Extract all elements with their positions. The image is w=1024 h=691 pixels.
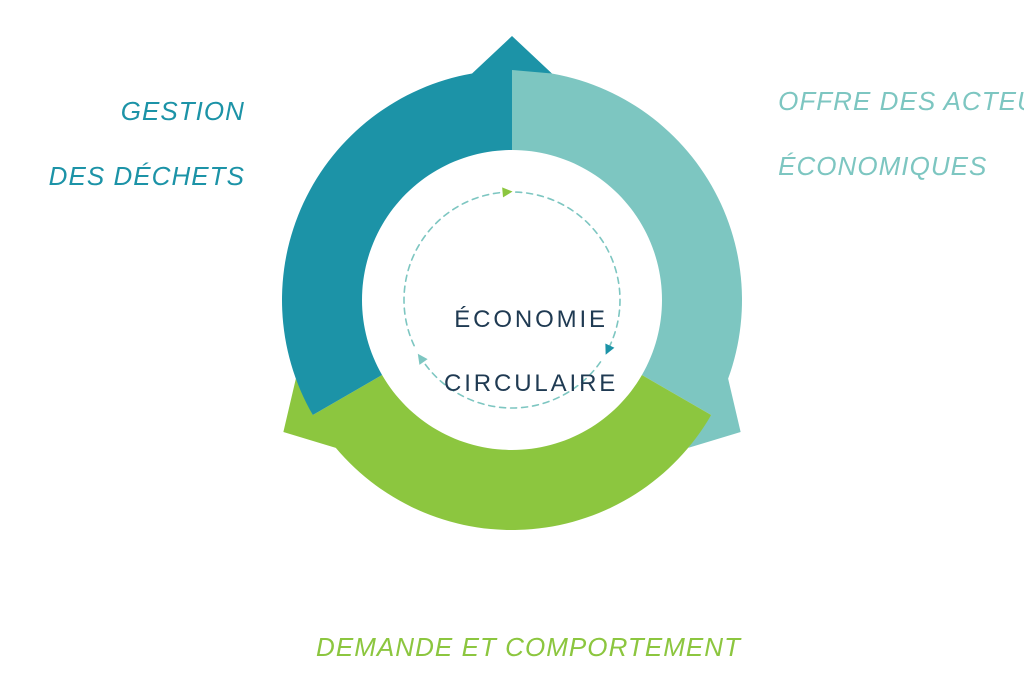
center-title: ÉCONOMIE CIRCULAIRE	[0, 271, 1024, 433]
label-gestion-line1: GESTION	[121, 96, 245, 126]
inner-arc-arrowhead-2	[502, 187, 512, 197]
center-title-line2: CIRCULAIRE	[444, 370, 618, 397]
label-demande-line1: DEMANDE ET COMPORTEMENT	[316, 632, 741, 662]
center-title-line1: ÉCONOMIE	[454, 306, 608, 333]
diagram-stage: GESTION DES DÉCHETS OFFRE DES ACTEURS ÉC…	[0, 0, 1024, 691]
label-gestion: GESTION DES DÉCHETS	[16, 62, 245, 225]
label-offre-line2: ÉCONOMIQUES	[778, 151, 987, 181]
label-demande: DEMANDE ET COMPORTEMENT DES CONSOMMATEUR…	[0, 598, 1024, 691]
label-offre-line1: OFFRE DES ACTEURS	[778, 86, 1024, 116]
label-offre: OFFRE DES ACTEURS ÉCONOMIQUES	[745, 52, 1024, 215]
label-gestion-line2: DES DÉCHETS	[49, 161, 245, 191]
